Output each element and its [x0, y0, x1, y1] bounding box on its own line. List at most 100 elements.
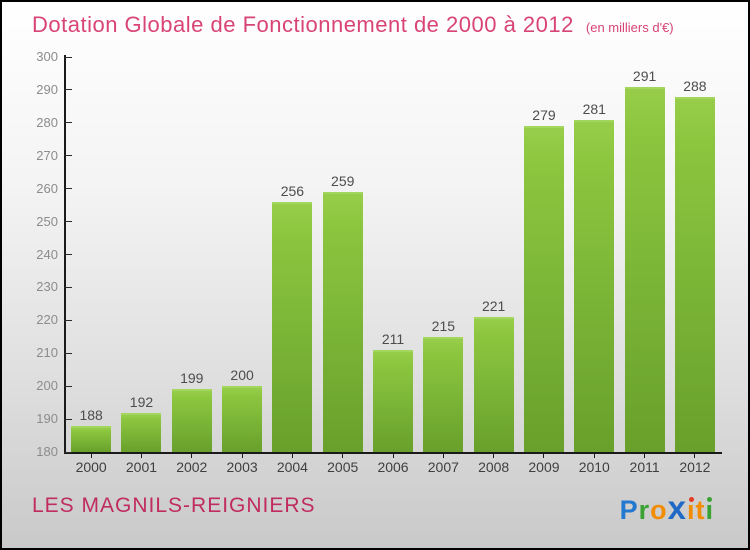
chart-title: Dotation Globale de Fonctionnement de 20… [32, 12, 574, 37]
bar-value-label: 199 [180, 370, 204, 387]
bar-value-label: 291 [632, 67, 657, 84]
y-tick-label: 270 [36, 147, 58, 163]
bar-value-label: 215 [431, 317, 456, 334]
logo-letter-i: ı [705, 495, 714, 525]
x-axis-line [64, 452, 722, 454]
x-slot: 2005 [318, 454, 368, 475]
y-tick-label: 180 [36, 444, 58, 459]
x-tick-label: 2003 [226, 459, 258, 475]
y-tick-label: 300 [36, 49, 58, 64]
x-tick-label: 2009 [528, 459, 560, 475]
x-tick-label: 2007 [427, 459, 459, 475]
bar-2003 [222, 386, 263, 452]
bar-slot: 221 [469, 57, 519, 452]
commune-name: LES MAGNILS-REIGNIERS [32, 494, 316, 517]
x-slot: 2011 [619, 454, 669, 475]
y-tick-label: 240 [36, 246, 58, 262]
bar-2011 [624, 86, 665, 452]
logo-letter-x: x [667, 489, 687, 526]
logo-letter-P: P [619, 495, 639, 525]
bar-value-label: 211 [381, 330, 405, 347]
y-tick-mark [64, 418, 72, 420]
bar-slot: 259 [318, 57, 368, 452]
x-tick-label: 2006 [377, 459, 409, 475]
y-tick-mark [64, 89, 72, 91]
proxiti-logo: Proxı tı [620, 489, 714, 527]
bar-slot: 281 [569, 57, 619, 452]
x-tick-label: 2012 [679, 459, 711, 475]
y-tick-mark [64, 122, 72, 124]
y-tick-mark [64, 155, 72, 157]
bar-slot: 288 [670, 57, 720, 452]
x-slot: 2002 [167, 454, 217, 475]
x-slot: 2012 [670, 454, 720, 475]
chart-subtitle: (en milliers d'€) [585, 20, 674, 35]
bar-2000 [71, 425, 112, 452]
bar-2005 [322, 191, 363, 452]
x-tick-label: 2000 [75, 459, 107, 475]
bar-slot: 192 [116, 57, 166, 452]
x-tick-mark [241, 454, 243, 458]
x-tick-label: 2008 [478, 459, 510, 475]
bar-slot: 188 [66, 57, 116, 452]
logo-letter-r: r [638, 495, 651, 525]
logo-letter-o: o [650, 495, 668, 525]
x-slot: 2006 [368, 454, 418, 475]
bar-value-label: 279 [532, 107, 556, 124]
bar-2004 [272, 201, 313, 452]
bar-value-label: 200 [230, 367, 254, 384]
bar-value-label: 192 [129, 393, 154, 410]
x-slot: 2001 [116, 454, 166, 475]
y-tick-mark [64, 352, 72, 354]
bar-slot: 215 [418, 57, 468, 452]
x-axis-labels: 2000 2001 2002 2003 2004 2005 2006 2007 2008 2009… [66, 454, 720, 475]
x-tick-mark [90, 454, 92, 458]
bar-2010 [574, 119, 615, 452]
bar-value-label: 188 [79, 406, 103, 423]
bar-2008 [473, 317, 514, 452]
bars-area: 188 192 199 200 256 259 211 215 221 279 281 291 288 [66, 57, 720, 452]
bar-value-label: 221 [481, 298, 506, 315]
bar-2006 [373, 349, 414, 452]
y-tick-label: 230 [36, 279, 58, 295]
x-tick-mark [442, 454, 444, 458]
y-tick-mark [64, 286, 72, 288]
bar-slot: 211 [368, 57, 418, 452]
y-tick-label: 220 [36, 312, 58, 328]
x-tick-mark [493, 454, 495, 458]
y-tick-mark [64, 56, 72, 58]
x-tick-mark [392, 454, 394, 458]
x-slot: 2010 [569, 454, 619, 475]
y-tick-mark [64, 254, 72, 255]
x-tick-label: 2004 [276, 459, 308, 475]
x-tick-mark [644, 454, 646, 458]
bar-2002 [171, 389, 212, 452]
logo-letter-i: ı [686, 495, 696, 525]
x-tick-label: 2001 [125, 459, 158, 475]
x-slot: 2008 [469, 454, 519, 475]
y-tick-label: 290 [36, 81, 58, 97]
x-tick-mark [593, 454, 595, 458]
x-slot: 2009 [519, 454, 569, 475]
x-slot: 2004 [267, 454, 317, 475]
bar-slot: 279 [519, 57, 569, 452]
x-tick-mark [191, 454, 193, 458]
logo-letter-dot [688, 497, 694, 502]
x-tick-mark [342, 454, 344, 458]
y-tick-mark [64, 385, 72, 387]
x-tick-label: 2011 [629, 459, 660, 475]
x-tick-mark [291, 454, 293, 458]
logo-letter-t: t [695, 495, 706, 525]
x-slot: 2000 [66, 454, 116, 475]
bar-2007 [423, 336, 464, 452]
bar-value-label: 259 [331, 172, 355, 189]
x-tick-mark [140, 454, 142, 458]
bar-slot: 200 [217, 57, 267, 452]
x-slot: 2003 [217, 454, 267, 475]
y-tick-label: 190 [36, 411, 58, 427]
y-tick-label: 210 [36, 345, 58, 361]
bar-value-label: 256 [280, 182, 305, 199]
bar-slot: 199 [167, 57, 217, 452]
bar-slot: 291 [619, 57, 669, 452]
